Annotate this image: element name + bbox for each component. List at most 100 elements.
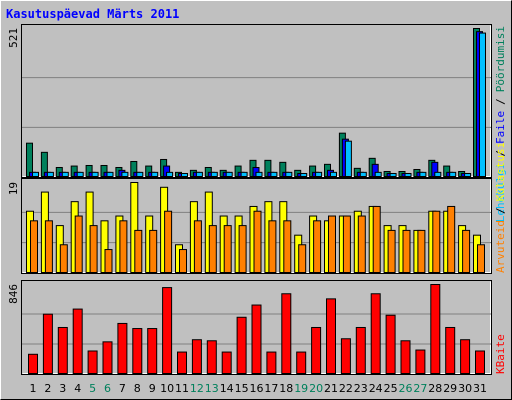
y-tick-label: 521 [7, 28, 20, 48]
x-tick-label: 19 [294, 382, 308, 395]
bar [193, 220, 202, 274]
bar [283, 220, 292, 274]
bar [315, 171, 323, 177]
bar [357, 215, 366, 274]
x-tick-label: 16 [250, 382, 264, 395]
bar [240, 171, 248, 177]
x-tick-label: 17 [264, 382, 278, 395]
x-tick-label: 20 [309, 382, 323, 395]
bar [102, 341, 113, 374]
legend-entry: Lehekülgi [494, 163, 507, 223]
bar [419, 171, 427, 177]
bar [268, 220, 277, 274]
bar [342, 215, 351, 274]
bar [344, 140, 352, 177]
x-tick-label: 27 [413, 382, 427, 395]
bar [415, 349, 426, 375]
bar [255, 171, 263, 177]
bar [151, 171, 159, 177]
bar [311, 326, 322, 375]
bar [225, 171, 233, 177]
bar [28, 353, 38, 374]
bar [117, 322, 128, 374]
bar [221, 351, 232, 374]
bar [449, 171, 457, 177]
bar [208, 225, 217, 274]
x-tick-label: 25 [384, 382, 398, 395]
bar [91, 171, 99, 177]
y-tick-label: 19 [7, 182, 20, 195]
x-tick-label: 8 [134, 382, 141, 395]
bar [270, 171, 278, 177]
bar [464, 172, 472, 177]
bar [46, 171, 54, 177]
bar [179, 249, 187, 273]
bar [119, 220, 128, 274]
legend: KBaite [494, 334, 507, 374]
bar [210, 171, 218, 177]
bar [475, 350, 485, 374]
bar [330, 171, 337, 177]
y-tick-label: 846 [7, 284, 20, 304]
x-tick-label: 1 [30, 382, 37, 395]
bar [162, 287, 173, 375]
bar [430, 284, 441, 374]
bar [417, 229, 426, 273]
legend: Lehekülgi/Faile/Pöördumisi [494, 26, 507, 222]
x-tick-label: 13 [205, 382, 219, 395]
bar [106, 171, 114, 177]
bar [166, 171, 174, 177]
bar [285, 171, 293, 177]
bar [57, 326, 68, 375]
bar [181, 172, 188, 177]
legend-entry: Arvuteid [494, 220, 507, 273]
x-tick-label: 29 [443, 382, 457, 395]
x-tick-label: 5 [89, 382, 96, 395]
bar [251, 304, 262, 375]
x-tick-label: 30 [458, 382, 472, 395]
bar [59, 244, 68, 273]
bar [147, 328, 158, 374]
legend-entry: Külastusi [494, 142, 507, 202]
bar [477, 244, 485, 273]
bar [385, 314, 396, 375]
x-tick-label: 3 [59, 382, 66, 395]
legend-separator: / [494, 207, 507, 214]
bar [136, 171, 144, 177]
bar [400, 340, 411, 374]
bar [372, 205, 381, 274]
x-tick-label: 18 [279, 382, 293, 395]
bar [370, 293, 381, 374]
bar [72, 308, 83, 374]
x-tick-label: 24 [369, 382, 383, 395]
bar [44, 220, 53, 274]
bar [404, 172, 412, 177]
legend-separator: / [494, 98, 507, 105]
x-tick-label: 10 [160, 382, 174, 395]
bar [253, 210, 262, 274]
bar [296, 351, 307, 374]
bar [313, 220, 322, 274]
bar [447, 205, 456, 274]
x-tick-label: 28 [428, 382, 442, 395]
bar [300, 172, 308, 177]
chart-title: Kasutuspäevad Märts 2011 [6, 7, 179, 21]
bar [42, 313, 53, 374]
bar [74, 215, 83, 274]
x-tick-label: 11 [175, 382, 189, 395]
bar [479, 32, 486, 177]
bar [326, 298, 336, 374]
x-tick-label: 31 [473, 382, 487, 395]
bar [191, 339, 202, 375]
bar [238, 225, 247, 274]
x-tick-label: 7 [119, 382, 126, 395]
bar [281, 293, 292, 374]
bar [134, 229, 143, 273]
bar [374, 171, 382, 177]
bar [104, 249, 113, 273]
x-tick-label: 23 [354, 382, 368, 395]
x-tick-label: 21 [324, 382, 338, 395]
bar [389, 172, 397, 177]
